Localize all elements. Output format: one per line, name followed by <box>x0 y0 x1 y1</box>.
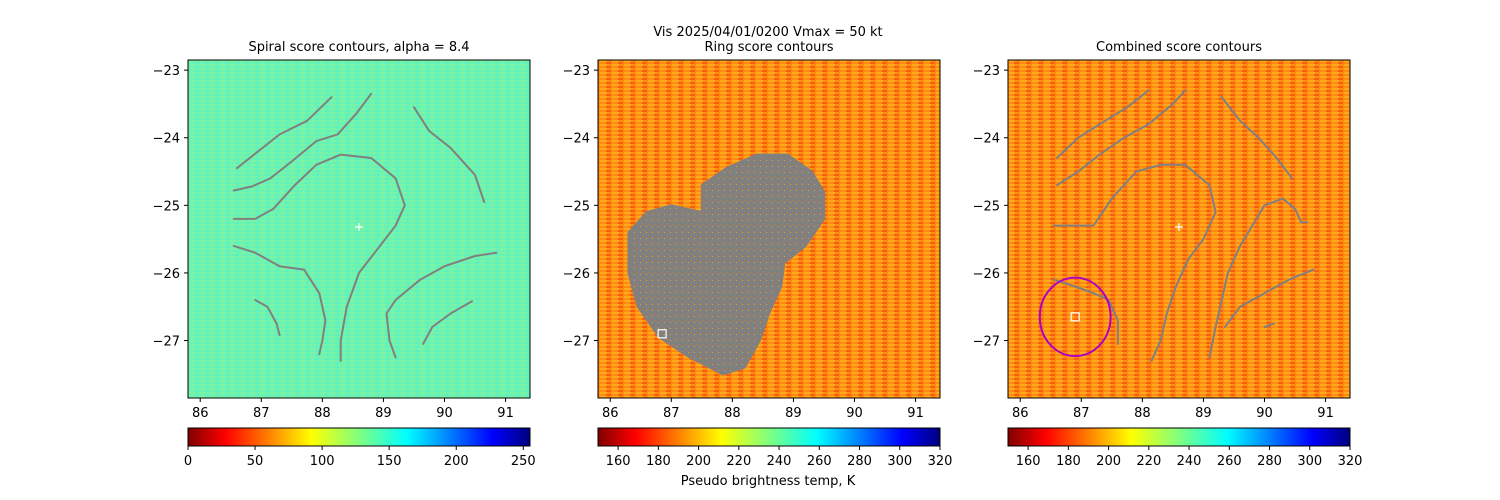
x-tick-label: 91 <box>907 406 924 421</box>
x-tick-label: 87 <box>663 406 680 421</box>
colorbar-tick-label: 300 <box>1297 454 1322 469</box>
colorbar-tick-label: 260 <box>807 454 832 469</box>
x-tick-label: 89 <box>1195 406 1212 421</box>
x-tick-label: 89 <box>375 406 392 421</box>
x-tick-label: 90 <box>846 406 863 421</box>
masked-region <box>627 153 825 376</box>
plot-frame <box>597 59 941 399</box>
colorbar-tick-label: 240 <box>767 454 792 469</box>
panel-3: Combined score contours 86 87 88 89 90 91 −23 −2… <box>973 40 1363 469</box>
y-tick-label: −26 <box>563 267 590 282</box>
y-tick-label: −25 <box>563 199 590 214</box>
y-tick-label: −24 <box>973 132 1000 147</box>
center-plus-marker <box>355 222 363 231</box>
plot-content <box>1038 89 1315 362</box>
x-tick-label: 90 <box>1256 406 1273 421</box>
plot-frame <box>1007 59 1351 399</box>
x-tick-label: 88 <box>314 406 331 421</box>
x-tick-label: 87 <box>1073 406 1090 421</box>
colorbar-label: Pseudo brightness temp, K <box>681 474 856 489</box>
contour-line <box>235 96 333 170</box>
y-tick-label: −27 <box>973 335 1000 350</box>
panel-title: Combined score contours <box>1096 40 1262 55</box>
colorbar-tick-label: 200 <box>1096 454 1121 469</box>
y-tick-label: −26 <box>973 267 1000 282</box>
colorbar-tick-label: 240 <box>1177 454 1202 469</box>
contour-line <box>1208 197 1309 359</box>
colorbar-tick-label: 0 <box>184 454 192 469</box>
plot-frame <box>187 59 531 399</box>
contour-line <box>254 299 281 337</box>
suptitle: Vis 2025/04/01/0200 Vmax = 50 kt <box>653 25 882 40</box>
colorbar-tick-label: 160 <box>606 454 631 469</box>
x-tick-label: 86 <box>1012 406 1029 421</box>
colorbar-tick-label: 180 <box>646 454 671 469</box>
colorbar <box>597 427 941 447</box>
colorbar-tick-label: 250 <box>511 454 536 469</box>
x-tick-label: 88 <box>1134 406 1151 421</box>
y-tick-label: −24 <box>153 132 180 147</box>
colorbar-tick-label: 320 <box>928 454 953 469</box>
colorbar <box>187 427 531 447</box>
contour-line <box>232 153 406 362</box>
x-tick-label: 86 <box>602 406 619 421</box>
y-tick-label: −23 <box>153 64 180 79</box>
contour-line <box>1055 89 1187 187</box>
y-tick-label: −23 <box>973 64 1000 79</box>
plot-content <box>627 153 825 376</box>
center-square-marker <box>1070 312 1080 322</box>
colorbar-tick-label: 200 <box>444 454 469 469</box>
contour-line <box>1263 322 1275 328</box>
x-tick-label: 90 <box>436 406 453 421</box>
panel-title: Ring score contours <box>704 40 833 55</box>
contour-line <box>413 106 486 203</box>
colorbar-tick-label: 300 <box>887 454 912 469</box>
y-tick-label: −25 <box>153 199 180 214</box>
contour-line <box>232 244 327 356</box>
colorbar-tick-label: 280 <box>847 454 872 469</box>
panel-1: Spiral score contours, alpha = 8.4 86 87 88… <box>153 40 536 469</box>
contour-line <box>1052 278 1119 345</box>
panel-2: Ring score contours 86 87 88 89 90 91 −23 −24 −25… <box>563 40 953 469</box>
x-tick-label: 89 <box>785 406 802 421</box>
colorbar-tick-label: 220 <box>1136 454 1161 469</box>
contour-line <box>1052 163 1217 362</box>
plot-content <box>232 92 498 362</box>
colorbar-tick-label: 150 <box>377 454 402 469</box>
colorbar-tick-label: 200 <box>686 454 711 469</box>
colorbar-tick-label: 220 <box>726 454 751 469</box>
colorbar-tick-label: 50 <box>247 454 264 469</box>
contour-line <box>422 300 473 345</box>
colorbar-tick-label: 280 <box>1257 454 1282 469</box>
contour-line <box>385 251 498 359</box>
contour-line <box>232 92 373 192</box>
center-square-marker <box>657 329 667 339</box>
y-tick-label: −23 <box>563 64 590 79</box>
panel-title: Spiral score contours, alpha = 8.4 <box>248 40 469 55</box>
x-tick-label: 91 <box>1317 406 1334 421</box>
colorbar-tick-label: 180 <box>1056 454 1081 469</box>
y-tick-label: −24 <box>563 132 590 147</box>
candidate-circle <box>1038 276 1112 358</box>
y-tick-label: −27 <box>153 335 180 350</box>
contour-line <box>1223 268 1315 328</box>
colorbar-tick-label: 160 <box>1016 454 1041 469</box>
y-tick-label: −27 <box>563 335 590 350</box>
y-tick-label: −25 <box>973 199 1000 214</box>
colorbar-tick-label: 320 <box>1338 454 1363 469</box>
contour-line <box>1220 96 1293 180</box>
x-tick-label: 86 <box>192 406 209 421</box>
x-tick-label: 88 <box>724 406 741 421</box>
x-tick-label: 87 <box>253 406 270 421</box>
y-tick-label: −26 <box>153 267 180 282</box>
contour-line <box>1055 89 1150 159</box>
center-plus-marker <box>1175 222 1183 231</box>
colorbar <box>1007 427 1351 447</box>
colorbar-tick-label: 260 <box>1217 454 1242 469</box>
x-tick-label: 91 <box>497 406 514 421</box>
colorbar-tick-label: 100 <box>310 454 335 469</box>
